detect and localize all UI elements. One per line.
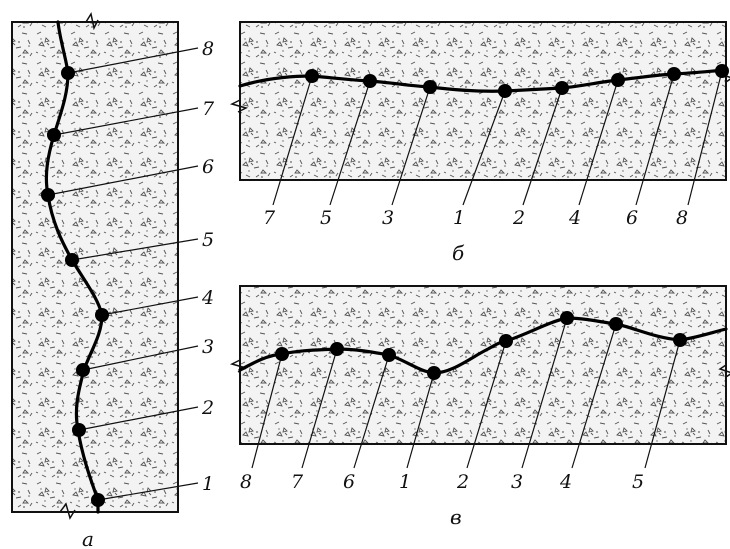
leader-line — [571, 323, 617, 469]
panel-c: 8 7 6 1 2 3 4 5 в — [229, 285, 730, 529]
leader-line — [462, 90, 506, 206]
point-label: 2 — [201, 397, 214, 419]
point-label: 2 — [456, 471, 469, 493]
leader-line — [82, 345, 199, 371]
leader-line — [101, 296, 199, 316]
leader-line — [521, 317, 568, 469]
crack-point-marker — [382, 348, 396, 362]
crack-point-marker — [560, 311, 574, 325]
crack-point-marker — [330, 342, 344, 356]
leader-line — [53, 107, 199, 136]
panel-c-markers: 8 7 6 1 2 3 4 5 — [240, 311, 687, 493]
leader-line — [391, 86, 431, 206]
panel-b: 7 5 3 1 2 4 6 8 б — [229, 21, 730, 265]
panel-b-markers: 7 5 3 1 2 4 6 8 — [263, 64, 729, 229]
point-label: 1 — [399, 471, 411, 493]
panel-c-break-right — [718, 364, 730, 378]
crack-point-marker — [305, 69, 319, 83]
crack-point-marker — [275, 347, 289, 361]
point-label: 3 — [382, 207, 394, 229]
leader-line — [353, 354, 390, 469]
crack-point-marker — [673, 333, 687, 347]
leader-line — [687, 70, 723, 206]
crack-point-marker — [61, 66, 75, 80]
crack-point-marker — [363, 74, 377, 88]
crack-point-marker — [91, 493, 105, 507]
crack-point-marker — [72, 423, 86, 437]
crack-point-marker — [427, 366, 441, 380]
crack-point-marker — [611, 73, 625, 87]
panel-c-caption: в — [450, 505, 462, 529]
leader-line — [97, 482, 199, 501]
panel-a: 1 2 3 4 5 6 7 8 а — [11, 12, 215, 549]
panel-c-slab — [240, 286, 726, 444]
point-label: 4 — [559, 471, 572, 493]
panel-a-break-bottom — [59, 502, 76, 520]
leader-line — [644, 339, 681, 469]
point-label: 5 — [632, 471, 644, 493]
leader-line — [329, 80, 371, 206]
leader-line — [71, 238, 199, 261]
panel-b-slab — [240, 22, 726, 180]
point-label: 7 — [263, 207, 276, 229]
leader-line — [251, 353, 283, 469]
point-label: 8 — [676, 207, 688, 229]
point-label: 6 — [202, 156, 214, 178]
crack-point-marker — [499, 334, 513, 348]
leader-line — [47, 165, 199, 196]
crack-point-marker — [555, 81, 569, 95]
point-label: 3 — [511, 471, 523, 493]
point-label: 1 — [202, 473, 214, 495]
point-label: 5 — [320, 207, 332, 229]
leader-line — [466, 340, 507, 469]
panel-a-slab — [12, 22, 178, 512]
leader-line — [78, 406, 199, 431]
crack-point-marker — [47, 128, 61, 142]
leader-line — [272, 75, 313, 206]
panel-a-caption: а — [82, 527, 94, 549]
point-label: 3 — [202, 336, 214, 358]
leader-line — [67, 47, 199, 74]
leader-line — [522, 87, 563, 206]
crack-point-marker — [609, 317, 623, 331]
point-label: 7 — [202, 98, 215, 120]
leader-line — [635, 73, 675, 206]
crack-point-marker — [41, 188, 55, 202]
point-label: 4 — [201, 287, 214, 309]
crack-point-marker — [76, 363, 90, 377]
point-label: 4 — [568, 207, 581, 229]
panel-a-break-top — [85, 12, 99, 31]
crack-point-marker — [498, 84, 512, 98]
point-label: 2 — [512, 207, 525, 229]
crack-point-marker — [423, 80, 437, 94]
point-label: 1 — [453, 207, 465, 229]
panel-b-caption: б — [452, 241, 465, 265]
panel-c-crack-line — [238, 316, 728, 375]
point-label: 6 — [343, 471, 355, 493]
crack-point-marker — [65, 253, 79, 267]
point-label: 6 — [626, 207, 638, 229]
panel-b-break-left — [229, 99, 249, 113]
point-label: 5 — [202, 229, 214, 251]
panel-a-border — [11, 21, 179, 513]
point-label: 8 — [202, 38, 214, 60]
crack-point-marker — [667, 67, 681, 81]
point-label: 7 — [291, 471, 304, 493]
leader-line — [301, 348, 338, 469]
crack-point-marker — [715, 64, 729, 78]
panel-a-markers: 1 2 3 4 5 6 7 8 — [41, 38, 215, 507]
panel-b-border — [239, 21, 727, 181]
leader-line — [406, 372, 435, 469]
crack-point-marker — [95, 308, 109, 322]
point-label: 8 — [240, 471, 252, 493]
leader-line — [578, 79, 619, 206]
